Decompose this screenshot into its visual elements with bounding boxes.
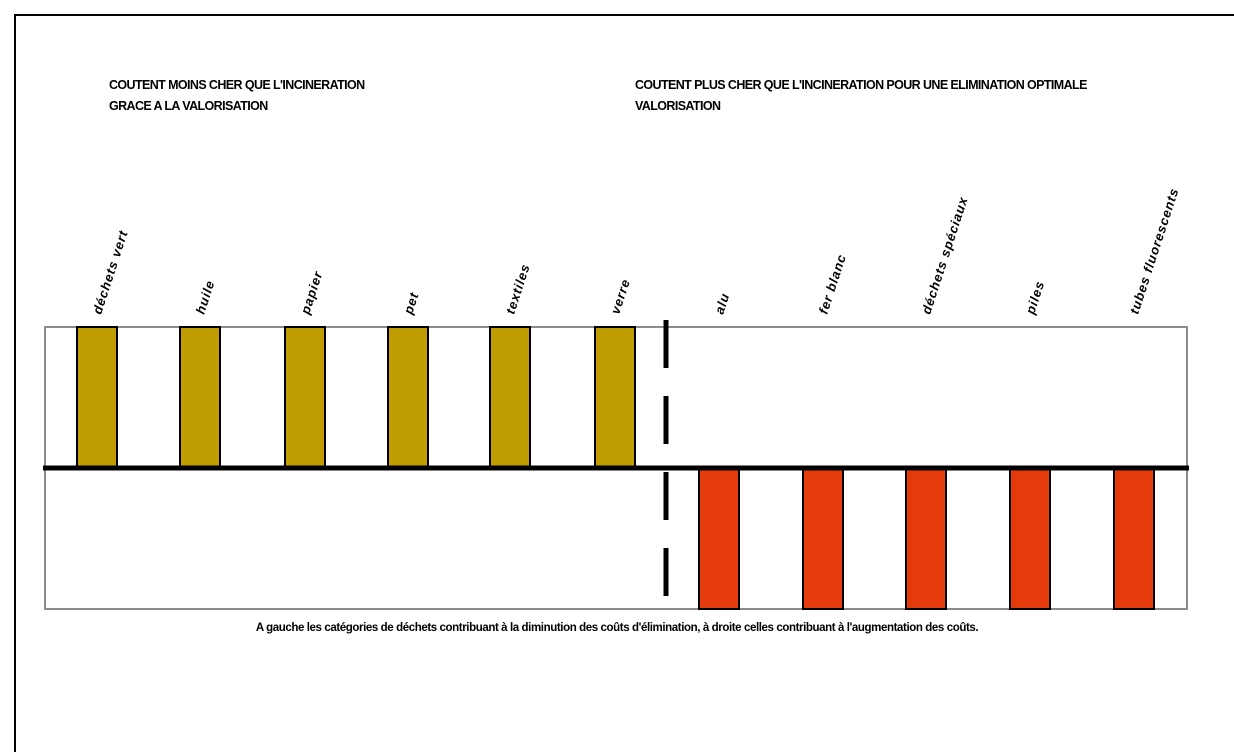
bar-verre <box>594 326 636 469</box>
outer-frame <box>14 14 1234 752</box>
bar-textiles <box>489 326 531 469</box>
left-heading-line-1: COUTENT MOINS CHER QUE L'INCINERATION <box>109 78 365 92</box>
bar-fer-blanc <box>802 467 844 610</box>
category-label: alu <box>712 291 733 316</box>
bar-alu <box>698 467 740 610</box>
chart-caption: A gauche les catégories de déchets contr… <box>255 622 979 634</box>
bar-pet <box>387 326 429 469</box>
category-label: tubes fluorescents <box>1127 186 1182 316</box>
bar-déchets-spéciaux <box>905 467 947 610</box>
bar-papier <box>284 326 326 469</box>
category-label: pet <box>400 290 421 317</box>
category-label: déchets spéciaux <box>919 195 971 316</box>
right-heading: COUTENT PLUS CHER QUE L'INCINERATION POU… <box>635 75 1087 117</box>
right-heading-line-1: COUTENT PLUS CHER QUE L'INCINERATION POU… <box>635 78 1087 92</box>
category-label: textiles <box>503 262 533 316</box>
category-label: fer blanc <box>816 252 850 316</box>
bar-déchets-vert <box>76 326 118 469</box>
right-heading-line-2: VALORISATION <box>635 99 721 113</box>
bar-huile <box>179 326 221 469</box>
category-label: piles <box>1022 279 1047 317</box>
category-label: déchets vert <box>90 228 131 316</box>
category-label: verre <box>608 277 633 316</box>
bar-piles <box>1009 467 1051 610</box>
left-heading: COUTENT MOINS CHER QUE L'INCINERATION GR… <box>109 75 365 117</box>
category-label: papier <box>297 269 325 317</box>
bar-tubes-fluorescents <box>1113 467 1155 610</box>
category-label: huile <box>193 278 218 316</box>
left-heading-line-2: GRACE A LA VALORISATION <box>109 99 268 113</box>
